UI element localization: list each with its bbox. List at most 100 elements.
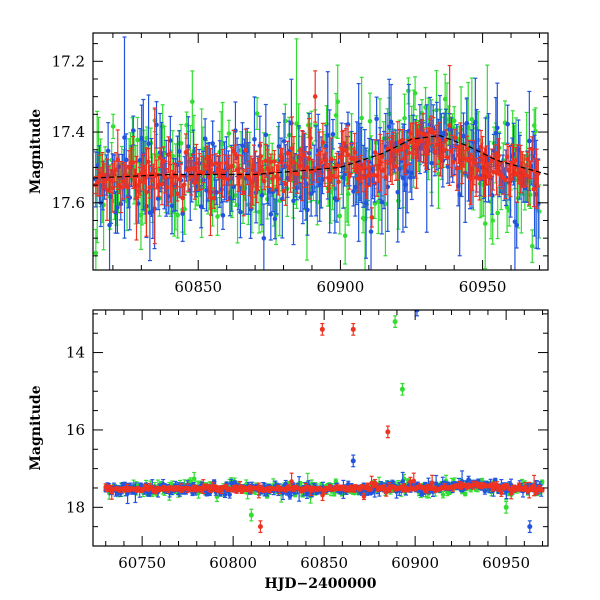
data-point-blue: [374, 116, 379, 122]
data-point-green: [482, 221, 488, 226]
data-point-red: [281, 188, 286, 194]
data-point-green: [495, 210, 500, 216]
y-tick-label: 17.6: [52, 194, 85, 212]
data-point-red: [312, 94, 318, 99]
data-point-red: [336, 179, 341, 185]
data-point-red: [454, 166, 460, 171]
data-point-red: [400, 137, 405, 143]
data-point-blue: [363, 200, 369, 206]
data-point-red: [125, 184, 130, 190]
data-point-red: [352, 150, 357, 155]
data-point-red: [468, 176, 473, 182]
data-point-blue: [505, 121, 510, 127]
data-point-green: [170, 153, 176, 159]
data-point-red: [389, 157, 395, 163]
data-point-green: [451, 118, 457, 124]
data-point-green: [254, 111, 260, 116]
data-point-red: [173, 174, 179, 179]
data-point-blue: [231, 184, 236, 190]
data-point-red: [280, 155, 285, 161]
data-point-green: [200, 146, 206, 152]
data-point-green: [135, 137, 140, 143]
y-axis: 17.2 17.4 17.6: [52, 43, 548, 257]
data-point-red: [166, 152, 171, 158]
data-point-blue: [222, 492, 228, 497]
data-point-blue: [320, 177, 325, 183]
data-point-red: [337, 154, 343, 160]
data-point-green: [182, 206, 187, 212]
data-point-red: [147, 185, 153, 190]
data-point-blue: [123, 157, 129, 163]
data-point-blue: [395, 189, 401, 195]
data-point-green: [233, 193, 238, 198]
data-point-red: [471, 160, 477, 165]
data-point-blue: [304, 491, 310, 497]
data-point-red: [301, 153, 306, 158]
data-point-green: [373, 140, 379, 146]
data-point-red: [110, 185, 116, 191]
data-point-red: [406, 150, 412, 156]
data-point-red: [272, 159, 277, 164]
y-tick-label: 17.2: [52, 52, 85, 70]
data-point-red: [482, 169, 487, 175]
data-point-blue: [386, 124, 392, 129]
data-point-red: [223, 160, 229, 166]
top-panel: 60850 60900 60950 17.2 17.4 17.6 Magnitude: [28, 32, 549, 296]
data-point-red: [181, 182, 187, 188]
x-axis: 60850 60900 60950: [112, 33, 540, 296]
data-point-red: [118, 184, 124, 190]
data-point-green: [337, 213, 343, 219]
data-point-blue: [240, 143, 245, 148]
data-point-blue: [512, 219, 518, 225]
data-point-red: [403, 163, 409, 168]
data-point-green: [533, 128, 538, 134]
data-point-blue: [527, 138, 532, 144]
data-point-green: [342, 233, 348, 239]
data-point-blue: [180, 211, 185, 217]
data-point-blue: [227, 195, 233, 201]
data-point-blue: [238, 209, 243, 215]
data-point-red: [222, 175, 227, 181]
data-point-blue: [461, 133, 466, 139]
data-point-green: [220, 141, 225, 147]
data-point-blue: [291, 198, 296, 204]
data-point-red: [531, 186, 537, 192]
data-point-red: [475, 168, 480, 173]
data-point-red: [108, 178, 114, 184]
data-point-red: [464, 146, 470, 152]
data-point-red: [364, 184, 369, 189]
data-point-blue: [107, 222, 112, 228]
data-point-red: [341, 141, 347, 146]
data-point-red: [183, 150, 189, 155]
data-point-green: [442, 96, 448, 102]
data-point-blue: [168, 138, 173, 143]
data-point-red: [180, 195, 186, 201]
data-point-green: [345, 191, 351, 197]
data-point-blue: [385, 184, 391, 190]
data-point-blue: [127, 195, 133, 200]
data-point-red: [434, 142, 440, 148]
data-point-blue: [227, 492, 232, 497]
data-point-blue: [198, 204, 204, 209]
axes-frame: [92, 32, 549, 271]
data-point-green: [359, 115, 364, 121]
data-point-red: [480, 155, 485, 161]
data-point-red: [102, 179, 108, 184]
data-point-red: [283, 181, 288, 187]
data-point-blue: [305, 207, 310, 213]
data-point-red: [202, 164, 208, 169]
data-point-red: [393, 164, 399, 169]
data-point-red: [369, 215, 375, 220]
data-point-green: [462, 491, 468, 497]
data-point-red: [484, 163, 489, 168]
data-point-green: [294, 121, 299, 126]
data-point-blue: [263, 132, 269, 138]
data-point-blue: [259, 193, 265, 198]
data-point-green: [402, 115, 407, 121]
data-point-red: [164, 184, 170, 190]
trend-line: [93, 134, 548, 179]
data-point-red: [477, 176, 482, 181]
data-point-blue: [342, 172, 347, 177]
data-point-blue: [379, 199, 385, 205]
data-point-red: [516, 173, 522, 179]
